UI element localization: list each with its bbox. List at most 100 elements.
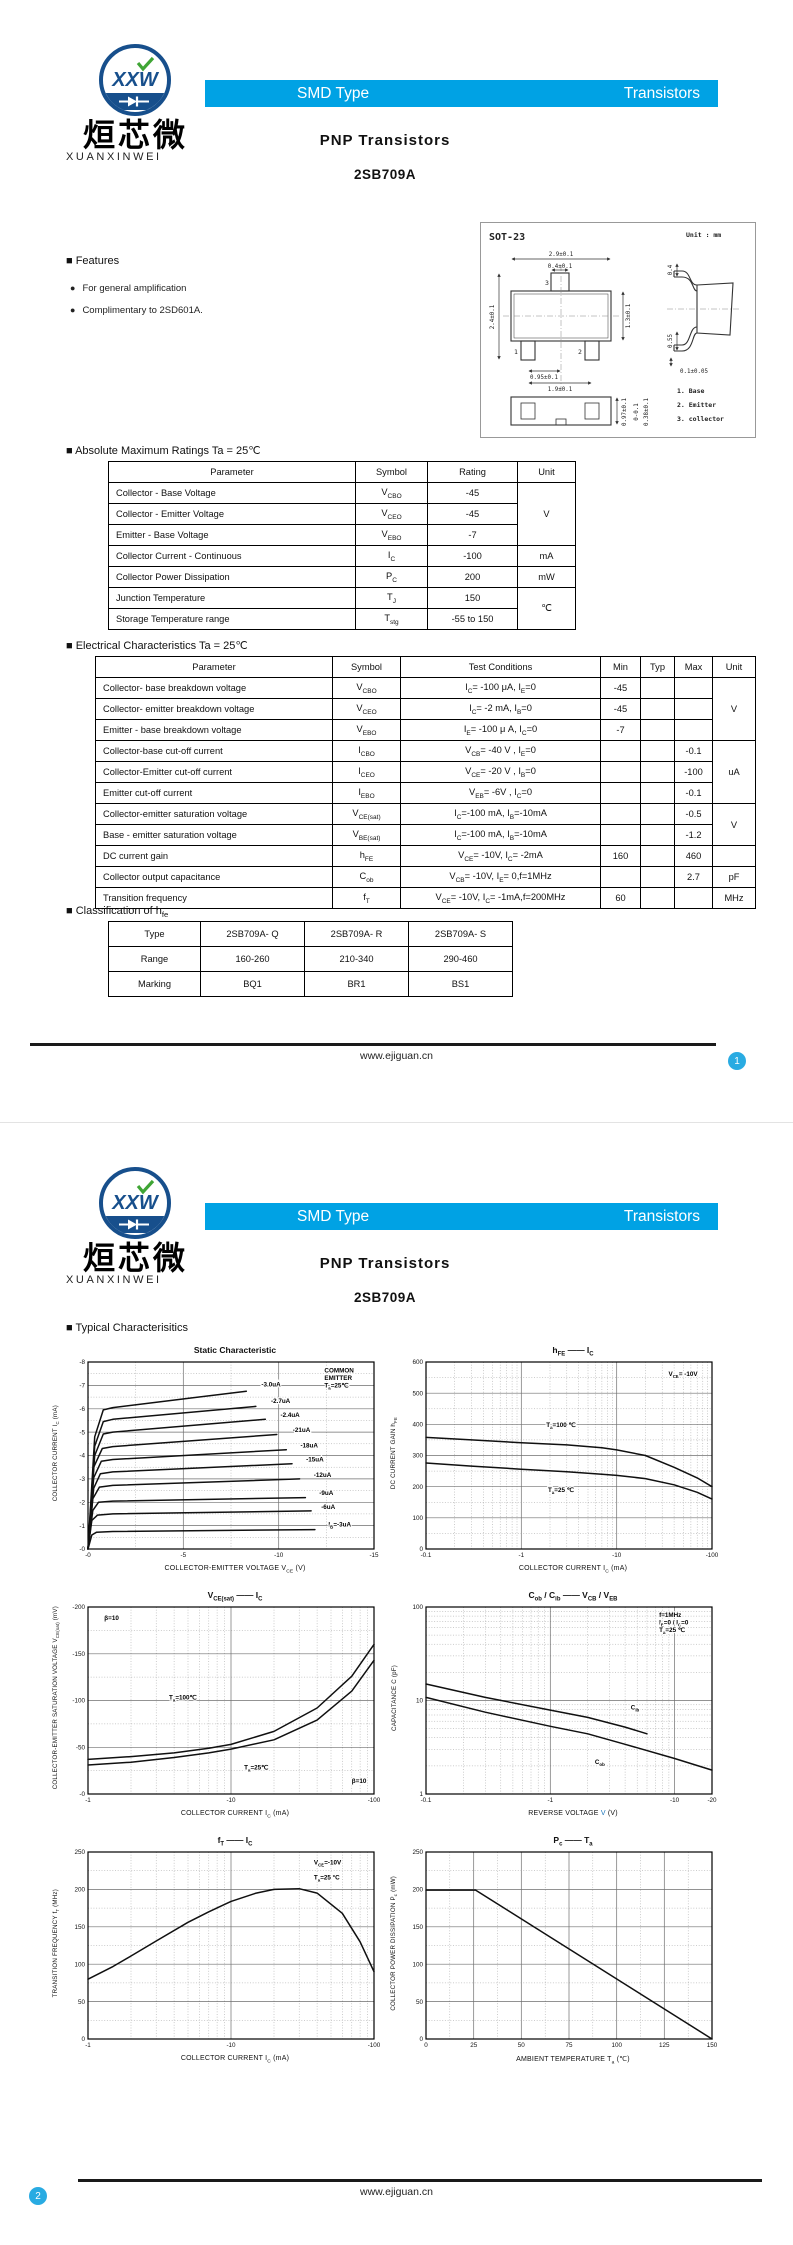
y-tick-label: 200: [412, 1887, 423, 1894]
series-curve: [87, 1418, 267, 1550]
table-cell: VCB= -10V, IE= 0,f=1MHz: [400, 866, 601, 888]
table-cell: BS1: [408, 971, 513, 997]
x-axis-title: COLLECTOR CURRENT IC (mA): [180, 1810, 290, 1820]
table-cell: [712, 845, 756, 867]
header-transistors: Transistors: [623, 84, 700, 102]
table-cell: TJ: [355, 587, 428, 609]
table-cell: -45: [600, 698, 641, 720]
table-cell: [600, 782, 641, 804]
series-label: -2.7uA: [271, 1398, 291, 1405]
chart-annotation: β=10: [352, 1778, 367, 1785]
table-cell: [640, 782, 675, 804]
series-label: Cob: [595, 1759, 605, 1767]
y-tick-label: 400: [412, 1422, 423, 1429]
table-cell: [640, 740, 675, 762]
table-cell: fT: [332, 887, 401, 909]
table-cell: BR1: [304, 971, 409, 997]
chart-annotation: COMMON EMITTER Ta=25℃: [324, 1368, 354, 1391]
data-table: Parameter Symbol Rating Unit Collector - Bas…: [108, 461, 576, 630]
table-cell: -45: [427, 503, 518, 525]
chart-plot: -0.1 -1 -10 -100 0 100 200 300 400 500 600 Ta=100 ℃…: [412, 1359, 718, 1559]
x-axis-title: COLLECTOR-EMITTER VOLTAGE VCE (V): [164, 1565, 306, 1575]
y-tick-label: 200: [412, 1484, 423, 1491]
table-cell: -100: [427, 545, 518, 567]
y-tick-label: 600: [412, 1359, 423, 1366]
typical-characteristics-heading: ■ Typical Characterisitics: [66, 1322, 188, 1334]
table-cell: Type: [108, 921, 201, 947]
table-cell: 2SB709A- S: [408, 921, 513, 947]
table-cell: 60: [600, 887, 641, 909]
data-table: Type 2SB709A- Q 2SB709A- R 2SB709A- S Range 1…: [108, 921, 513, 997]
dim-tab-width: 0.4±0.1: [548, 264, 573, 270]
y-axis-title: COLLECTOR POWER DISSIPATION Pc (mW): [390, 1875, 399, 2011]
column-header: Rating: [427, 461, 518, 483]
table-cell: Collector- base breakdown voltage: [95, 677, 333, 699]
series-label: -15uA: [306, 1456, 324, 1463]
y-tick-label: -5: [79, 1429, 85, 1436]
x-tick-label: 75: [565, 2042, 573, 2049]
table-cell: 160: [600, 845, 641, 867]
table-cell: Collector - Base Voltage: [108, 482, 356, 504]
feature-text: Complimentary to 2SD601A.: [82, 305, 203, 316]
x-tick-label: -1: [85, 2042, 91, 2049]
dim-pin-pitch: 0.95±0.1: [530, 375, 558, 381]
series-curve: [425, 1889, 713, 2040]
chart-title: hFE —— IC: [552, 1345, 594, 1358]
series-label: -18uA: [300, 1442, 318, 1449]
pin3-number: 3: [545, 279, 549, 287]
y-tick-label: 150: [412, 1924, 423, 1931]
table-cell: ℃: [517, 587, 576, 630]
doc-title: PNP Transistors: [319, 1255, 451, 1272]
table-cell: IC= -2 mA, IB=0: [400, 698, 601, 720]
chart-plot: -0.1 -1 -10 -20 1 10 100 Cib Cob f=1MHz IE=0 / IC=…: [412, 1604, 717, 1804]
x-tick-label: -15: [369, 1552, 379, 1559]
table-cell: -100: [674, 761, 713, 783]
table-cell: 200: [427, 566, 518, 588]
x-tick-label: -0.1: [421, 1797, 432, 1804]
part-number: 2SB709A: [353, 167, 417, 182]
y-tick-label: 0: [419, 1546, 423, 1553]
table-cell: V: [712, 677, 756, 741]
dim-top-width: 2.9±0.1: [549, 252, 574, 258]
brand-name-en: XUANXINWEI: [66, 151, 162, 163]
dim-side-bottom: 0.55: [668, 334, 674, 348]
series-curve: [87, 1496, 307, 1550]
logo-green-accent-icon: [136, 1179, 155, 1195]
table-cell: Emitter - Base Voltage: [108, 524, 356, 546]
chart-hfe-ic: hFE —— IC -0.1 -1 -10 -100 0 100 200 300 400 500 60…: [390, 1345, 726, 1577]
y-tick-label: -7: [79, 1383, 85, 1390]
y-axis-title: DC CURRENT GAIN hFE: [390, 1416, 399, 1490]
brand-name-en: XUANXINWEI: [66, 1274, 162, 1286]
y-axis-title: COLLECTOR-EMITTER SATURATION VOLTAGE VCE…: [52, 1606, 61, 1790]
table-cell: Range: [108, 946, 201, 972]
table-cell: ICBO: [332, 740, 401, 762]
table-cell: IC= -100 μA, IE=0: [400, 677, 601, 699]
column-header: Unit: [712, 656, 756, 678]
y-tick-label: 50: [416, 1999, 424, 2006]
y-tick-label: 200: [74, 1887, 85, 1894]
elec-heading: ■ Electrical Characteristics Ta = 25℃: [66, 640, 248, 652]
table-cell: IE= -100 μ A, IC=0: [400, 719, 601, 741]
table-cell: [640, 887, 675, 909]
table-row: Type 2SB709A- Q 2SB709A- R 2SB709A- S: [108, 921, 513, 947]
x-tick-label: 50: [518, 2042, 526, 2049]
y-axis-title: TRANSITION FREQUENCY fT (MHz): [52, 1888, 61, 1998]
series-label: -6uA: [321, 1504, 335, 1511]
table-row: Marking BQ1 BR1 BS1: [108, 971, 513, 997]
y-tick-label: 300: [412, 1453, 423, 1460]
table-cell: PC: [355, 566, 428, 588]
x-tick-label: -0: [85, 1552, 91, 1559]
hfe-class-table: Type 2SB709A- Q 2SB709A- R 2SB709A- S Range 1…: [108, 921, 513, 997]
header-smd-type: SMD Type: [297, 84, 370, 102]
y-tick-label: 100: [74, 1961, 85, 1968]
feature-item: ● Complimentary to 2SD601A.: [70, 305, 203, 316]
table-header-row: Parameter Symbol Test Conditions Min Typ Max U…: [95, 656, 756, 678]
pin2-number: 2: [578, 348, 582, 356]
table-cell: VCE= -10V, IC= -2mA: [400, 845, 601, 867]
table-row: Collector - Base Voltage VCBO -45 V: [108, 482, 576, 546]
brand-name-cn: 烜芯微: [83, 117, 189, 153]
x-axis-title: AMBIENT TEMPERATURE Ta (℃): [516, 2056, 630, 2066]
chart-title: fT —— IC: [217, 1835, 253, 1848]
y-tick-label: 100: [412, 1515, 423, 1522]
chart-ft-ic: fT —— IC -1 -10 -100 0 50 100 150 200 250 VCE=-10V…: [52, 1835, 388, 2067]
